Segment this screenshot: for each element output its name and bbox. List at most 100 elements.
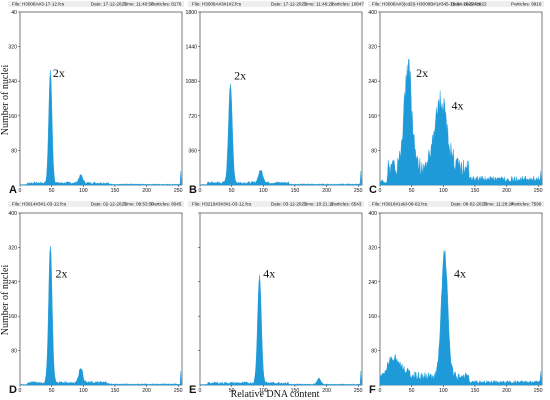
panel-letter: D [9, 384, 17, 396]
y-tick-label: 720 [188, 114, 197, 120]
panel-header-particles: Particles: 10847 [331, 2, 364, 7]
panel-header-bar [368, 1, 544, 7]
y-tick-label: 1440 [185, 45, 197, 51]
panel-header-file: File: H3008A#3#1#2.fcs [192, 2, 242, 7]
panel-header-particles: Particles: 7598 [511, 202, 542, 207]
panel-header-file: File: H3014#3#1-03-12.fcs [12, 202, 67, 207]
x-axis-label: Relative DNA content [231, 389, 320, 400]
panel-header-date: Date: 03-12-2021 [271, 202, 307, 207]
x-tick-label: 100 [439, 188, 448, 194]
ploidy-annotation: 2x [416, 66, 428, 80]
ploidy-annotation: 2x [234, 68, 246, 82]
y-tick-label: 80 [371, 349, 377, 355]
y-tick-label: 80 [371, 148, 377, 154]
panel-header-file: File: H3008A#3(cd2i)-H3008B#1#345-19-04-… [372, 2, 481, 7]
panel-header-bar [368, 201, 544, 207]
ploidy-annotation: 4x [454, 267, 466, 281]
x-tick-label: 250 [174, 188, 183, 194]
y-tick-label: 80 [11, 349, 17, 355]
histogram-panel-b: File: H3008A#3#1#2.fcs Date: 17-12-2021Ti… [185, 1, 364, 196]
panel-header-date: Date: 19-04-2022 [451, 2, 487, 7]
histogram-panel-a: File: H3008A#3-17-12.fcs Date: 17-12-2021… [8, 1, 184, 196]
y-tick-label: 160 [8, 314, 17, 320]
panel-header-date: Date: 17-12-2021 [91, 2, 127, 7]
y-tick-label: 160 [8, 114, 17, 120]
panel-header-time: Time: 11:28:24 [484, 202, 515, 207]
x-tick-label: 50 [409, 388, 415, 394]
plot-frame [19, 11, 183, 186]
y-tick-label: 80 [11, 148, 17, 154]
panel-letter: C [369, 184, 377, 196]
x-tick-label: 150 [471, 188, 480, 194]
x-tick-label: 0 [379, 188, 382, 194]
ploidy-annotation: 4x [263, 267, 275, 281]
panel-letter: F [369, 384, 376, 396]
x-tick-label: 250 [354, 388, 363, 394]
x-tick-label: 100 [259, 388, 268, 394]
panel-header-particles: Particles: 6543 [331, 202, 362, 207]
panel-header-bar [188, 1, 364, 7]
histogram-area [19, 70, 183, 186]
panel-header-file: File: H3008A#3-17-12.fcs [12, 2, 65, 7]
x-tick-label: 250 [534, 188, 543, 194]
plot-frame [199, 212, 363, 386]
y-axis-label-top: Number of nuclei [0, 65, 11, 136]
x-tick-label: 250 [174, 388, 183, 394]
x-tick-label: 150 [111, 388, 120, 394]
x-tick-label: 200 [322, 388, 331, 394]
x-tick-label: 200 [142, 188, 151, 194]
y-tick-label: 1080 [185, 79, 197, 85]
x-tick-label: 200 [142, 388, 151, 394]
y-tick-label: 400 [368, 10, 377, 16]
y-tick-label: 320 [368, 45, 377, 51]
histogram-area [199, 275, 363, 386]
panel-letter: B [189, 184, 197, 196]
panel-header-time: Time: 11:40:53 [124, 2, 155, 7]
histogram-panel-c: File: H3008A#3(cd2i)-H3008B#1#345-19-04-… [368, 1, 544, 196]
x-tick-label: 150 [471, 388, 480, 394]
x-tick-label: 100 [79, 388, 88, 394]
x-tick-label: 0 [19, 388, 22, 394]
histogram-area [199, 83, 363, 186]
x-tick-label: 0 [199, 188, 202, 194]
histogram-area [19, 246, 183, 386]
x-tick-label: 50 [49, 388, 55, 394]
x-tick-label: 150 [111, 188, 120, 194]
histogram-area [379, 250, 543, 386]
x-tick-label: 0 [199, 388, 202, 394]
panel-header-bar [8, 1, 184, 7]
panel-header-bar [188, 201, 364, 207]
y-tick-label: 320 [368, 245, 377, 251]
x-tick-label: 50 [409, 188, 415, 194]
x-tick-label: 200 [502, 188, 511, 194]
panel-header-file: File: H3016#1old-08-02.fcs [372, 202, 428, 207]
x-tick-label: 50 [229, 188, 235, 194]
panel-letter: A [9, 184, 17, 196]
panel-header-date: Date: 02-12-2021 [91, 202, 127, 207]
ploidy-annotation: 2x [55, 267, 67, 281]
x-tick-label: 0 [19, 188, 22, 194]
panel-header-bar [8, 201, 184, 207]
x-tick-label: 250 [534, 388, 543, 394]
ploidy-annotation: 4x [452, 98, 464, 112]
y-tick-label: 40 [11, 10, 17, 16]
x-tick-label: 150 [291, 188, 300, 194]
panel-header-particles: Particles: 8176 [151, 2, 182, 7]
x-tick-label: 50 [229, 388, 235, 394]
histogram-panel-e: File: H3219#3#3#1-03-12.fcs Date: 03-12-2… [188, 201, 364, 396]
ploidy-annotation: 2x [53, 66, 65, 80]
panel-header-file: File: H3219#3#3#1-03-12.fcs [192, 202, 252, 207]
panel-header-date: Date: 17-12-2021 [271, 2, 307, 7]
x-tick-label: 200 [502, 388, 511, 394]
x-tick-label: 0 [379, 388, 382, 394]
panel-header-date: Date: 08-02-2022 [451, 202, 487, 207]
panel-header-time: Time: 10:21:11 [304, 202, 335, 207]
plot-frame [199, 11, 363, 186]
y-tick-label: 240 [368, 79, 377, 85]
x-tick-label: 150 [291, 388, 300, 394]
plot-frame [19, 212, 183, 386]
y-tick-label: 320 [8, 245, 17, 251]
y-tick-label: 360 [188, 148, 197, 154]
y-tick-label: 240 [8, 79, 17, 85]
